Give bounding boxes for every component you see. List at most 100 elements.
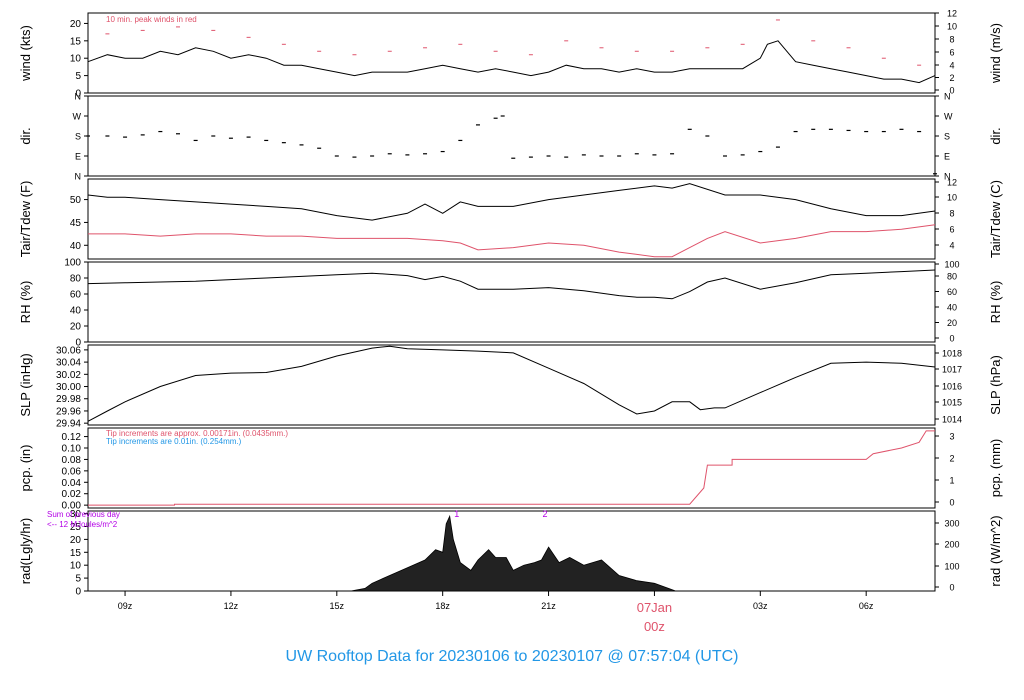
- right-tick-label: 0: [949, 334, 954, 344]
- panel-wind: 0 5 10 15 20 0 2 4 6 8 10 12 wind (kts) wind (m/s) 10 …: [18, 9, 1003, 100]
- panel-pcp: 0.000.020.040.060.080.100.12 0 1 2 3 pcp. (in…: [18, 427, 1003, 512]
- y-tick-label: 0.12: [62, 432, 82, 443]
- wind-annotation: 10 min. peak winds in red: [106, 15, 197, 24]
- panel-rh: 0 20 40 60 80 100 0 20 40 60 80 100 RH (%) RH (%): [18, 258, 1003, 349]
- y-axis-label: pcp. (in): [18, 445, 33, 492]
- y-tick-label: 30.02: [56, 370, 81, 381]
- x-tick-label: 15z: [330, 601, 345, 611]
- x-tick-label: 21z: [541, 601, 556, 611]
- y-axis-label-right: pcp. (mm): [988, 439, 1003, 498]
- y-tick-label: 20: [70, 322, 82, 333]
- y-tick-label: 10: [70, 561, 82, 572]
- y-tick-label: 15: [70, 548, 82, 559]
- rad-annotation: Sum of previous day: [47, 510, 120, 519]
- series-line-slp-0: [87, 345, 936, 422]
- y-tick-label: 0.00: [62, 501, 82, 512]
- x-tick-label: 12z: [224, 601, 239, 611]
- right-tick-label: 1014: [942, 415, 962, 425]
- rad-marker: 2: [543, 509, 548, 519]
- right-tick-label: 60: [947, 287, 957, 297]
- y-tick-label: 29.98: [56, 394, 81, 405]
- y-tick-label: E: [75, 152, 81, 162]
- x-tick-label: 18z: [435, 601, 450, 611]
- y-tick-label: W: [73, 112, 82, 122]
- pcp-annotation: Tip increments are approx. 0.00171in. (0…: [106, 429, 288, 438]
- y-axis-label: rad(Lgly/hr): [18, 518, 33, 584]
- x-tick-label: 09z: [118, 601, 133, 611]
- right-tick-label: 6: [949, 48, 954, 58]
- y-tick-label: 20: [70, 535, 82, 546]
- y-tick-label: 25: [70, 522, 82, 533]
- right-tick-label: 10: [947, 193, 957, 203]
- panel-temp: 40 45 50 4 6 8 10 12 Tair/Tdew (F) Tair/Tdew (C): [18, 178, 1003, 260]
- y-tick-label: 0.06: [62, 466, 82, 477]
- y-tick-label: 20: [70, 19, 82, 30]
- right-tick-label: N: [944, 172, 951, 182]
- y-tick-label: 50: [70, 195, 82, 206]
- right-tick-label: 100: [944, 260, 959, 270]
- right-tick-label: 3: [949, 432, 954, 442]
- y-axis-label-right: RH (%): [988, 281, 1003, 324]
- y-tick-label: 40: [70, 306, 82, 317]
- y-tick-label: 30.00: [56, 382, 81, 393]
- x-tick-label: 06z: [859, 601, 874, 611]
- x-axis: 09z 12z 15z 18z 21z 03z 06z 07Jan 00z: [118, 591, 874, 634]
- right-tick-label: 4: [949, 241, 954, 251]
- right-tick-label: 1018: [942, 349, 962, 359]
- y-tick-label: 45: [70, 218, 82, 229]
- series-line-temp-0: [87, 183, 936, 221]
- right-tick-label: S: [944, 132, 950, 142]
- y-axis-label: RH (%): [18, 281, 33, 324]
- y-tick-label: 5: [75, 71, 81, 82]
- right-tick-label: 40: [947, 303, 957, 313]
- right-tick-label: 300: [944, 519, 959, 529]
- right-tick-label: 0: [949, 583, 954, 593]
- y-tick-label: 15: [70, 36, 82, 47]
- y-tick-label: 80: [70, 274, 82, 285]
- y-tick-label: 0: [75, 89, 81, 100]
- right-tick-label: 8: [949, 35, 954, 45]
- series-line-temp-1: [88, 224, 936, 258]
- y-tick-label: 60: [70, 290, 82, 301]
- y-tick-label: 30: [70, 509, 82, 520]
- y-axis-label-right: SLP (hPa): [988, 355, 1003, 415]
- y-axis-label: Tair/Tdew (F): [18, 181, 33, 258]
- y-tick-label: 30.04: [56, 358, 81, 369]
- series-line-rh-0: [87, 269, 936, 300]
- series-line-wind-0: [87, 40, 936, 84]
- panel-frame: [87, 261, 936, 343]
- y-tick-label: 0.10: [62, 444, 82, 455]
- panel-frame: [87, 427, 936, 509]
- right-tick-label: 200: [944, 540, 959, 550]
- y-tick-label: 0.04: [62, 478, 82, 489]
- right-tick-label: N: [944, 92, 951, 102]
- y-axis-label-right: dir.: [988, 127, 1003, 144]
- right-tick-label: 80: [947, 272, 957, 282]
- y-tick-label: 0.08: [62, 455, 82, 466]
- right-tick-label: 0: [949, 498, 954, 508]
- right-tick-label: E: [944, 152, 950, 162]
- y-axis-label: SLP (inHg): [18, 353, 33, 416]
- panel-frame: [87, 344, 936, 426]
- right-tick-label: 6: [949, 225, 954, 235]
- y-tick-label: S: [75, 132, 81, 142]
- y-tick-label: 5: [75, 574, 81, 585]
- y-tick-label: 100: [64, 258, 81, 269]
- y-tick-label: 40: [70, 241, 82, 252]
- right-tick-label: 1016: [942, 382, 962, 392]
- y-tick-label: 0: [75, 587, 81, 598]
- y-axis-label-right: Tair/Tdew (C): [988, 180, 1003, 258]
- rad-marker: 1: [454, 509, 459, 519]
- y-tick-label: 0: [75, 338, 81, 349]
- right-tick-label: 1017: [942, 365, 962, 375]
- y-tick-label: N: [75, 92, 82, 102]
- right-tick-label: 12: [947, 178, 957, 188]
- right-tick-label: 0: [949, 86, 954, 96]
- right-tick-label: 2: [949, 454, 954, 464]
- date-label: 07Jan: [637, 600, 672, 615]
- series-line-pcp-0: [88, 430, 935, 506]
